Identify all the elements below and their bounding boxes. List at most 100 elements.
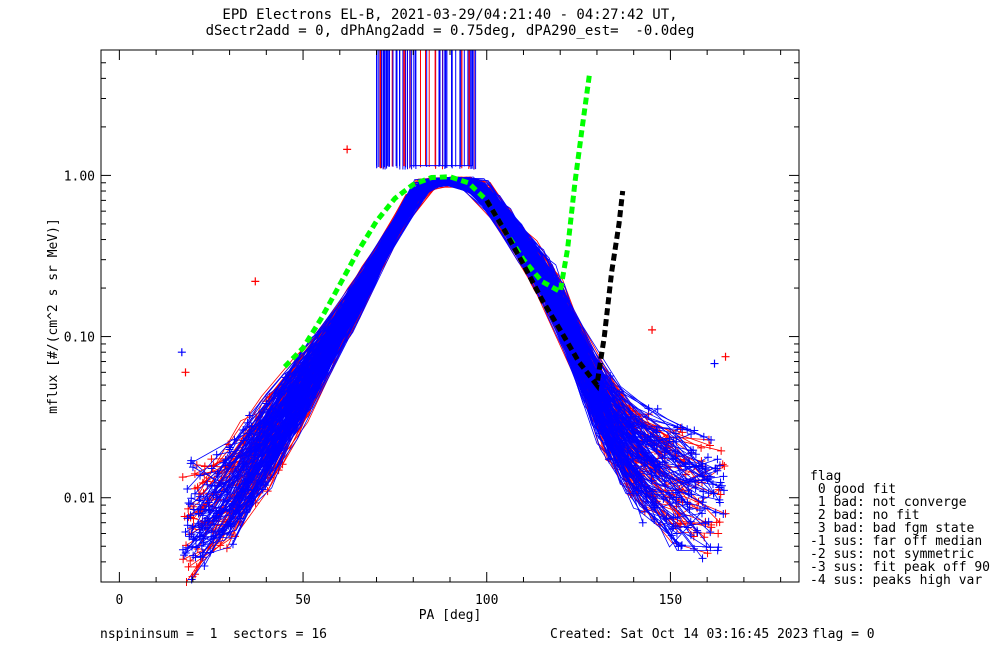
plus-marker <box>704 517 713 526</box>
plus-marker <box>178 473 187 482</box>
curve-blue-54 <box>191 179 642 580</box>
plus-marker <box>701 464 710 473</box>
plus-marker <box>209 534 218 543</box>
curve-blue-22 <box>195 180 678 541</box>
y-tick-label: 0.10 <box>64 331 95 346</box>
legend-item: -4 sus: peaks high var <box>810 573 983 588</box>
plus-marker <box>703 453 712 462</box>
plus-marker <box>697 443 706 452</box>
plus-marker <box>691 450 700 459</box>
plus-marker <box>241 484 250 493</box>
plus-marker <box>699 493 708 502</box>
plus-marker <box>191 553 200 562</box>
footer-created: Created: Sat Oct 14 03:16:45 2023 <box>550 627 809 642</box>
plus-marker <box>687 429 696 438</box>
plus-marker <box>653 404 662 413</box>
plus-marker <box>196 505 205 514</box>
curve-red-55 <box>264 177 634 438</box>
plus-marker <box>186 500 195 509</box>
plus-marker <box>189 534 198 543</box>
plus-marker <box>672 529 681 538</box>
plus-marker <box>712 518 721 527</box>
plus-marker <box>677 423 686 432</box>
plus-marker <box>195 492 204 501</box>
plus-marker <box>198 548 207 557</box>
plus-marker <box>242 505 251 514</box>
plus-marker <box>181 549 190 558</box>
curve-red-84 <box>194 180 705 575</box>
plus-marker <box>219 526 228 535</box>
plus-marker <box>196 471 205 480</box>
x-tick-label: 100 <box>475 593 498 608</box>
plus-marker <box>638 518 647 527</box>
plus-marker <box>715 495 724 504</box>
plus-marker <box>660 477 669 486</box>
y-tick-label: 0.01 <box>64 492 95 507</box>
curve-blue-144 <box>193 178 624 512</box>
plus-marker <box>677 541 686 550</box>
plus-marker <box>717 446 726 455</box>
curve-red-96 <box>196 179 611 568</box>
plus-marker <box>650 501 659 510</box>
outlier-markers <box>177 145 730 377</box>
plus-marker <box>261 481 270 490</box>
plus-marker <box>713 546 722 555</box>
legend-item: 3 bad: bad fgm state <box>810 521 975 536</box>
curve-blue-71 <box>202 178 698 554</box>
plus-marker <box>183 485 192 494</box>
plus-marker <box>685 458 694 467</box>
plus-marker <box>183 514 192 523</box>
plus-marker <box>187 494 196 503</box>
plus-marker <box>187 530 196 539</box>
chart-title-line1: EPD Electrons EL-B, 2021-03-29/04:21:40 … <box>222 7 678 23</box>
x-axis-label: PA [deg] <box>419 608 482 623</box>
plus-marker <box>635 472 644 481</box>
plus-marker <box>686 531 695 540</box>
plus-marker <box>240 476 249 485</box>
fit-line-1 <box>484 190 626 392</box>
legend-title: flag <box>810 469 842 484</box>
legend-item: 0 good fit <box>810 482 897 497</box>
plus-marker <box>689 446 698 455</box>
curve-blue-90 <box>229 178 657 510</box>
curve-blue-177 <box>213 178 674 539</box>
plus-marker <box>669 513 678 522</box>
plus-marker <box>179 555 188 564</box>
curve-blue-183 <box>204 178 631 522</box>
plus-marker <box>188 463 197 472</box>
plus-marker <box>713 455 722 464</box>
plus-marker <box>226 520 235 529</box>
curve-blue-100 <box>236 179 611 507</box>
plus-marker <box>714 529 723 538</box>
footer-flag: flag = 0 <box>812 627 875 642</box>
plus-marker <box>225 445 234 454</box>
outlier-marker <box>343 145 352 154</box>
plus-marker <box>690 426 699 435</box>
legend-item: -3 sus: fit peak off 90 <box>810 560 991 575</box>
plus-marker <box>672 493 681 502</box>
plus-marker <box>200 562 209 571</box>
plus-marker <box>194 519 203 528</box>
plus-marker <box>180 551 189 560</box>
plus-marker <box>228 540 237 549</box>
plus-marker <box>192 562 201 571</box>
flag-legend: flag 0 good fit 1 bad: not converge 2 ba… <box>810 470 990 587</box>
plus-marker <box>697 509 706 518</box>
plus-marker <box>707 435 716 444</box>
curve-blue-175 <box>191 179 683 546</box>
plus-marker <box>207 464 216 473</box>
plus-marker <box>186 556 195 565</box>
legend-item: -2 sus: not symmetric <box>810 547 975 562</box>
curve-bundle <box>178 176 730 586</box>
x-tick-label: 50 <box>295 593 311 608</box>
plus-marker <box>715 483 724 492</box>
curve-red-78 <box>186 178 699 583</box>
plus-marker <box>669 522 678 531</box>
plus-marker <box>235 509 244 518</box>
plus-marker <box>693 528 702 537</box>
plus-marker <box>706 472 715 481</box>
plus-marker <box>204 498 213 507</box>
plus-marker <box>181 528 190 537</box>
curve-blue-167 <box>236 179 612 506</box>
